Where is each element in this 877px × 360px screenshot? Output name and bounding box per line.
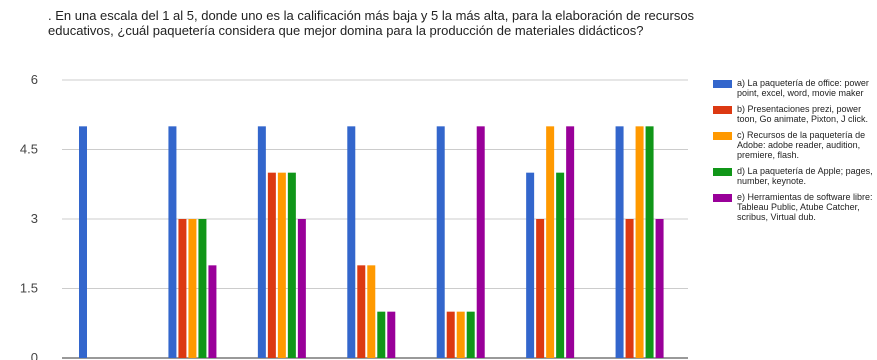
legend-item: c) Recursos de la paquetería de Adobe: a…	[713, 130, 873, 160]
legend: a) La paquetería de office: power point,…	[713, 78, 873, 228]
bar-series-2	[267, 172, 276, 358]
y-tick-labels: 0 1.5 3 4.5 6	[20, 72, 38, 360]
y-tick-label: 1.5	[20, 281, 38, 296]
legend-label: d) La paquetería de Apple; pages, number…	[737, 166, 873, 186]
bar-series-1	[257, 126, 266, 358]
legend-swatch	[713, 80, 732, 88]
legend-item: e) Herramientas de software libre: Table…	[713, 192, 873, 222]
bar-series-5	[476, 126, 485, 358]
bar-series-1	[168, 126, 177, 358]
bar-series-3	[546, 126, 555, 358]
bar-series-3	[635, 126, 644, 358]
bar-series-3	[188, 219, 197, 358]
legend-label: e) Herramientas de software libre: Table…	[737, 192, 873, 222]
bar-series-1	[347, 126, 356, 358]
bar-series-5	[655, 219, 664, 358]
bar-series-1	[526, 172, 535, 358]
legend-item: b) Presentaciones prezi, power toon, Go …	[713, 104, 873, 124]
y-tick-label: 6	[31, 72, 38, 87]
legend-swatch	[713, 106, 732, 114]
legend-label: c) Recursos de la paquetería de Adobe: a…	[737, 130, 866, 160]
bar-series-4	[466, 311, 475, 358]
bar-series-1	[79, 126, 87, 358]
bar-series-4	[198, 219, 207, 358]
bar-series-1	[615, 126, 624, 358]
bar-series-4	[287, 172, 296, 358]
bar-series-2	[446, 311, 455, 358]
bar-series-2	[357, 265, 366, 358]
legend-item: a) La paquetería de office: power point,…	[713, 78, 873, 98]
bars	[79, 126, 664, 358]
bar-series-2	[178, 219, 187, 358]
bar-series-3	[277, 172, 286, 358]
legend-label: b) Presentaciones prezi, power toon, Go …	[737, 104, 869, 124]
bar-series-4	[645, 126, 654, 358]
bar-series-5	[208, 265, 217, 358]
legend-swatch	[713, 132, 732, 140]
chart-title: . En una escala del 1 al 5, donde uno es…	[48, 8, 695, 38]
y-tick-label: 3	[31, 211, 38, 226]
bar-series-5	[297, 219, 306, 358]
y-tick-label: 0	[31, 350, 38, 360]
legend-swatch	[713, 168, 732, 176]
bar-series-3	[367, 265, 376, 358]
legend-label: a) La paquetería de office: power point,…	[737, 78, 869, 98]
bar-series-1	[436, 126, 445, 358]
bar-series-5	[566, 126, 575, 358]
y-tick-label: 4.5	[20, 142, 38, 157]
bar-series-4	[377, 311, 386, 358]
legend-item: d) La paquetería de Apple; pages, number…	[713, 166, 873, 186]
legend-swatch	[713, 194, 732, 202]
bar-series-2	[625, 219, 634, 358]
bar-series-2	[536, 219, 545, 358]
bar-series-4	[556, 172, 565, 358]
bar-series-3	[456, 311, 465, 358]
bar-series-5	[387, 311, 396, 358]
